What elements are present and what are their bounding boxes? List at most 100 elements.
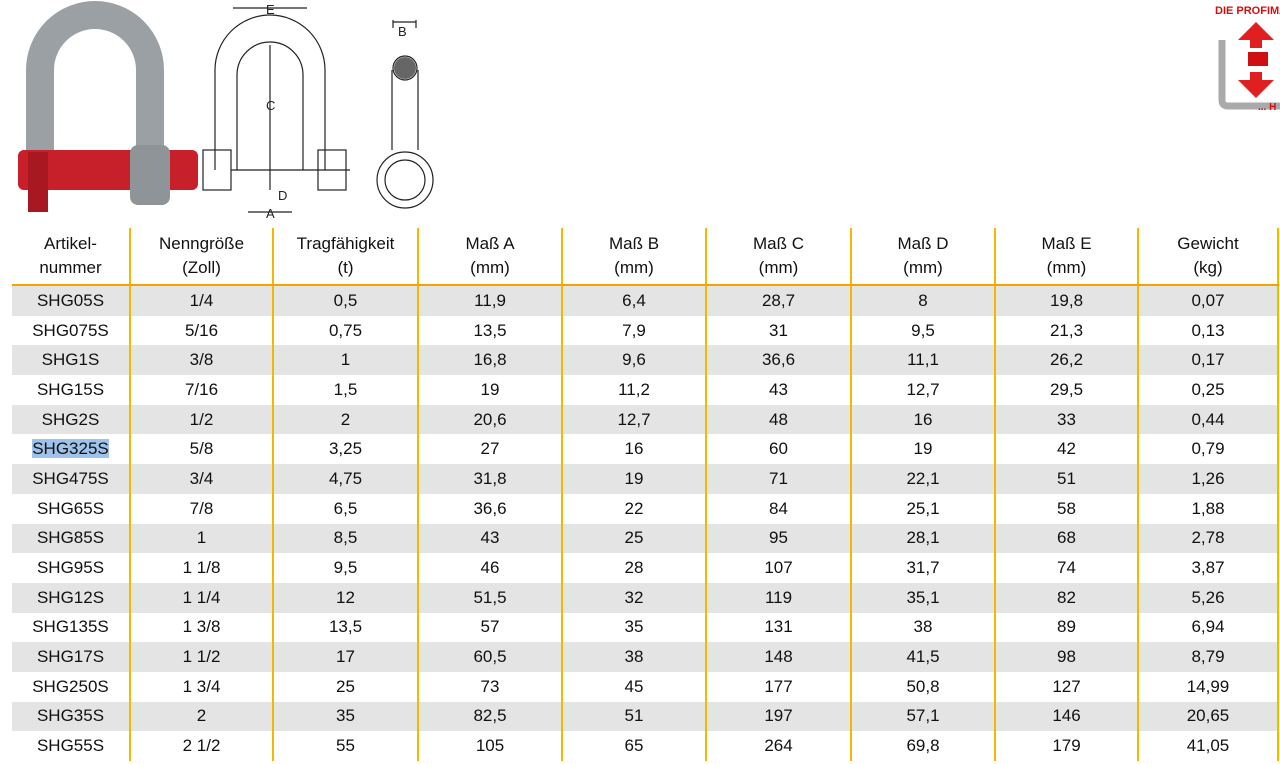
table-cell: 264 (706, 731, 852, 761)
table-cell: 19,8 (995, 285, 1139, 316)
table-row: SHG325S 5/8 3,25 27 16 60 19 42 0,79 (12, 434, 1279, 465)
cell-text: SHG95S (36, 558, 105, 578)
header-line: (t) (337, 258, 354, 277)
cell-text: 35 (336, 706, 355, 726)
table-cell: 11,9 (418, 285, 563, 316)
header-line: Nenngröße (158, 234, 245, 253)
table-cell: 131 (706, 612, 852, 643)
cell-text: SHG15S (36, 379, 105, 399)
column-header: Tragfähigkeit (t) (273, 228, 419, 286)
cell-text: 0,79 (1191, 439, 1225, 459)
table-cell: 2 (130, 701, 274, 732)
table-cell: 0,5 (273, 285, 419, 316)
cell-text: 89 (1057, 617, 1076, 637)
cell-text: 2 (196, 706, 207, 726)
table-cell: 28 (562, 553, 707, 583)
column-header: Maß C (mm) (706, 228, 852, 286)
table-cell: 3/8 (130, 345, 274, 376)
table-cell: 12,7 (851, 375, 996, 405)
table-cell: 0,75 (273, 315, 419, 346)
cell-text: SHG05S (36, 290, 105, 310)
cell-text: 35 (624, 617, 644, 637)
table-cell: 1 3/8 (130, 612, 274, 643)
cell-text: 22 (624, 498, 644, 518)
cell-text: 28,7 (761, 290, 796, 310)
table-cell: 51 (562, 701, 707, 732)
cell-text: 4,75 (328, 468, 363, 488)
cell-text: 9,6 (622, 350, 646, 370)
table-cell: 8,79 (1138, 642, 1279, 672)
table-cell: 50,8 (851, 671, 996, 702)
logo-tagline: ... H (1258, 102, 1276, 113)
cell-text: SHG65S (36, 498, 105, 518)
table-cell: 13,5 (418, 315, 563, 346)
diagram-labels: E C D A B (266, 2, 407, 221)
table-cell: 1,88 (1138, 493, 1279, 524)
table-cell: 7/8 (130, 493, 274, 524)
table-cell: 41,5 (851, 642, 996, 672)
table-cell: 60,5 (418, 642, 563, 672)
table-cell: 5/16 (130, 315, 274, 346)
cell-text: SHG250S (32, 676, 109, 696)
cell-text: 11,2 (618, 379, 650, 399)
cell-text: 0,17 (1191, 350, 1225, 370)
table-cell: 1 1/4 (130, 582, 274, 613)
table-cell: 48 (706, 404, 852, 435)
cell-text: 5/8 (189, 439, 214, 459)
column-header: Maß E (mm) (995, 228, 1139, 286)
table-cell: 11,1 (851, 345, 996, 376)
table-cell: SHG12S (12, 582, 131, 613)
header-line: Artikel- (44, 234, 97, 253)
table-cell: 51 (995, 464, 1139, 494)
header-line: (mm) (470, 258, 510, 277)
table-cell: 14,99 (1138, 671, 1279, 702)
table-cell: 8 (851, 285, 996, 316)
table-cell: SHG55S (12, 731, 131, 761)
table-cell: 9,5 (273, 553, 419, 583)
cell-text: 20,6 (473, 409, 507, 429)
cell-text: 11,9 (474, 290, 506, 310)
table-row: SHG95S 1 1/8 9,5 46 28 107 31,7 74 3,87 (12, 553, 1279, 583)
logo: DIE PROFIMA ... H (1215, 5, 1280, 113)
table-cell: 95 (706, 523, 852, 554)
table-cell: 148 (706, 642, 852, 672)
table-cell: 35 (562, 612, 707, 643)
cell-text: 0,5 (333, 290, 358, 310)
cell-text: SHG12S (36, 587, 105, 607)
table-cell: 60 (706, 434, 852, 465)
cell-text: 1/2 (189, 409, 214, 429)
cell-text: 51 (624, 706, 644, 726)
table-cell: 33 (995, 404, 1139, 435)
table-cell: SHG1S (12, 345, 131, 376)
table-cell: 19 (418, 375, 563, 405)
column-header: Artikel-nummer (12, 228, 131, 286)
table-cell: 29,5 (995, 375, 1139, 405)
table-row: SHG1S 3/8 1 16,8 9,6 36,6 11,1 26,2 0,17 (12, 345, 1279, 376)
table-cell: 20,65 (1138, 701, 1279, 732)
cell-text: 3,87 (1191, 558, 1225, 578)
cell-text: 5,26 (1191, 587, 1225, 607)
cell-text: 57 (480, 617, 500, 637)
cell-text: 3,25 (328, 439, 363, 459)
table-cell: 9,5 (851, 315, 996, 346)
header-line: (kg) (1193, 258, 1223, 277)
cell-text: 43 (769, 379, 788, 399)
header-line: (Zoll) (182, 258, 221, 277)
label-b: B (398, 24, 407, 39)
cell-text: 16 (913, 409, 933, 429)
cell-text: SHG135S (32, 617, 109, 637)
cell-text: 1 1/2 (182, 647, 221, 667)
table-cell: 22,1 (851, 464, 996, 494)
table-cell: 26,2 (995, 345, 1139, 376)
column-header: Nenngröße (Zoll) (130, 228, 274, 286)
cell-text: 35,1 (906, 587, 940, 607)
table-row: SHG17S 1 1/2 17 60,5 38 148 41,5 98 8,79 (12, 642, 1279, 672)
cell-text: 19,8 (1049, 290, 1084, 310)
table-cell: 6,5 (273, 493, 419, 524)
table-cell: 31 (706, 315, 852, 346)
table-cell: 0,79 (1138, 434, 1279, 465)
table-cell: 65 (562, 731, 707, 761)
cell-text: SHG1S (41, 350, 100, 370)
table-cell: 16 (851, 404, 996, 435)
table-cell: 0,07 (1138, 285, 1279, 316)
